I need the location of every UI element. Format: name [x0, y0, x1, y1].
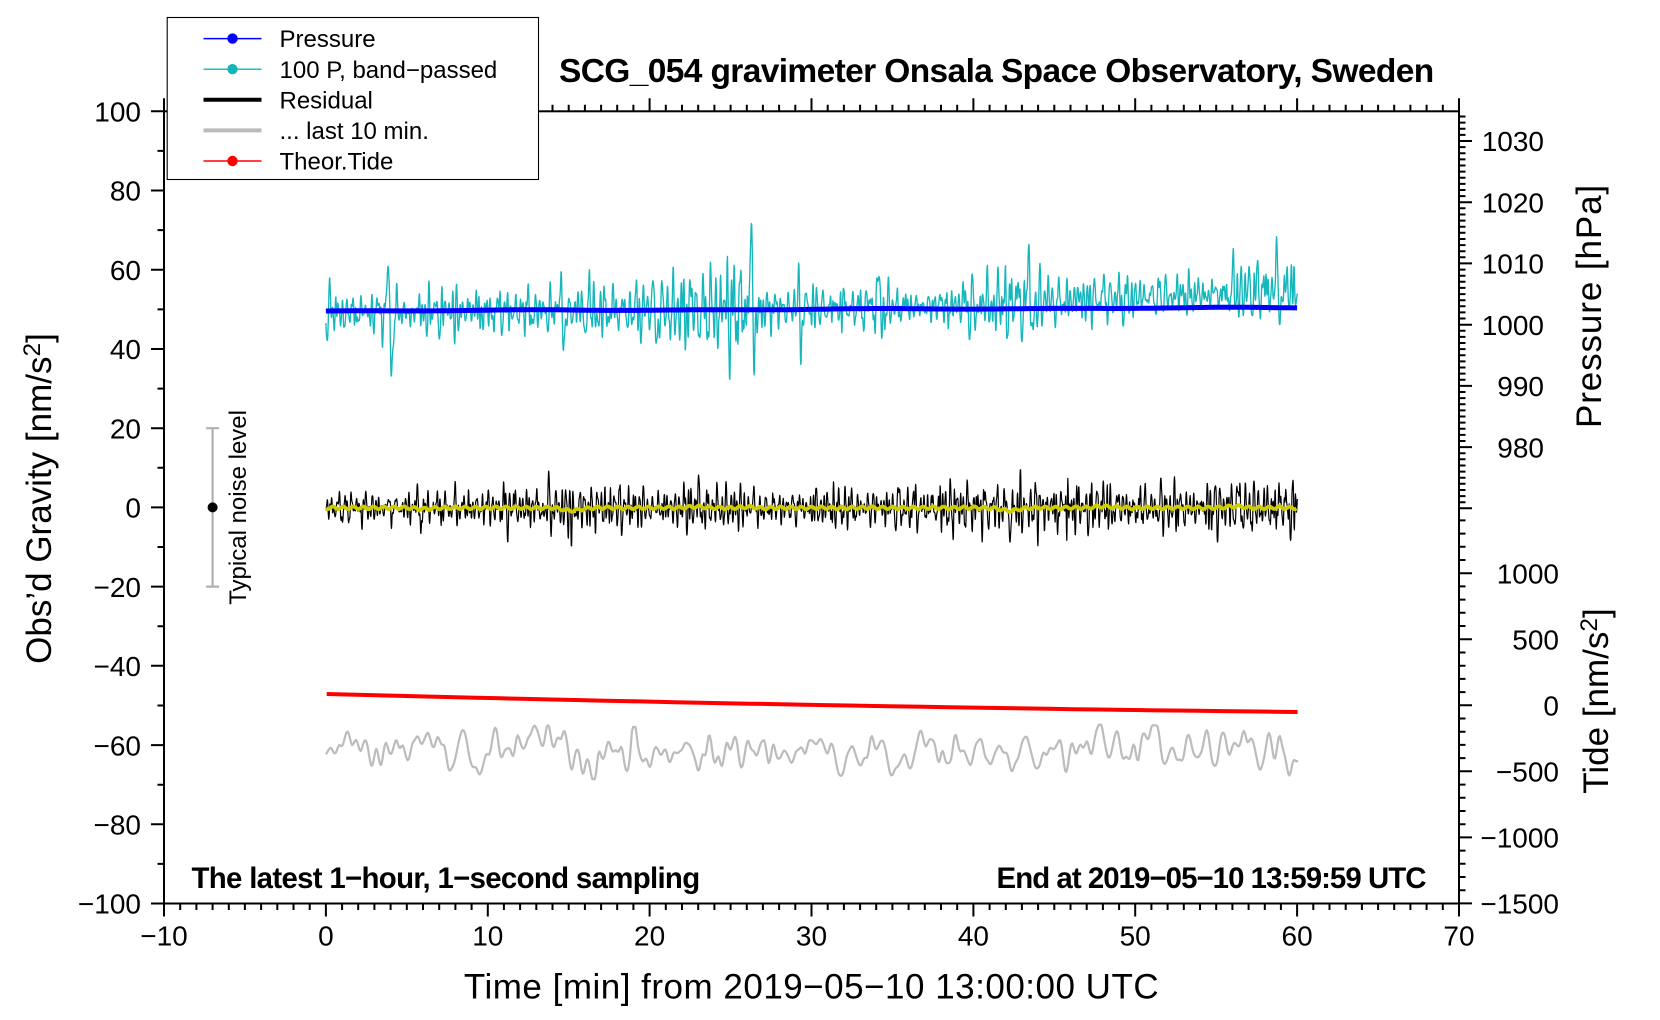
svg-text:Typical noise level: Typical noise level	[225, 410, 252, 605]
svg-text:1000: 1000	[1482, 310, 1544, 341]
svg-text:1030: 1030	[1482, 126, 1544, 157]
svg-text:−80: −80	[94, 810, 142, 841]
svg-text:50: 50	[1120, 921, 1151, 952]
svg-text:−60: −60	[94, 730, 142, 761]
svg-text:Theor.Tide: Theor.Tide	[280, 149, 394, 176]
svg-text:60: 60	[110, 255, 141, 286]
svg-text:−20: −20	[94, 572, 142, 603]
svg-text:40: 40	[110, 334, 141, 365]
svg-text:0: 0	[125, 493, 141, 524]
svg-text:0: 0	[1543, 691, 1559, 722]
svg-text:80: 80	[110, 176, 141, 207]
svg-text:70: 70	[1443, 921, 1474, 952]
svg-text:−10: −10	[140, 921, 188, 952]
svg-text:20: 20	[634, 921, 665, 952]
svg-text:0: 0	[318, 921, 334, 952]
svg-text:The latest 1−hour, 1−second sa: The latest 1−hour, 1−second sampling	[192, 862, 700, 895]
svg-text:−100: −100	[78, 889, 141, 920]
svg-text:Obs’d Gravity [nm/s2]: Obs’d Gravity [nm/s2]	[19, 333, 59, 664]
svg-text:End at 2019−05−10 13:59:59 UTC: End at 2019−05−10 13:59:59 UTC	[997, 862, 1427, 895]
svg-text:990: 990	[1497, 371, 1544, 402]
svg-text:100: 100	[94, 97, 141, 128]
svg-text:30: 30	[796, 921, 827, 952]
svg-text:980: 980	[1497, 432, 1544, 463]
svg-text:−40: −40	[94, 651, 142, 682]
svg-text:100 P, band−passed: 100 P, band−passed	[280, 57, 498, 84]
svg-text:Tide [nm/s2]: Tide [nm/s2]	[1576, 608, 1616, 793]
svg-text:Pressure: Pressure	[280, 26, 376, 53]
svg-text:1020: 1020	[1482, 187, 1544, 218]
svg-text:−1000: −1000	[1480, 823, 1559, 854]
svg-text:60: 60	[1282, 921, 1313, 952]
svg-text:1010: 1010	[1482, 249, 1544, 280]
svg-text:−1500: −1500	[1480, 889, 1559, 920]
svg-text:10: 10	[472, 921, 503, 952]
svg-text:20: 20	[110, 413, 141, 444]
svg-text:−500: −500	[1496, 757, 1559, 788]
svg-text:1000: 1000	[1497, 558, 1559, 589]
svg-text:... last 10 min.: ... last 10 min.	[280, 118, 429, 145]
svg-text:40: 40	[958, 921, 989, 952]
svg-text:Pressure [hPa]: Pressure [hPa]	[1570, 184, 1609, 428]
svg-text:Residual: Residual	[280, 87, 373, 114]
svg-text:SCG_054 gravimeter Onsala Spac: SCG_054 gravimeter Onsala Space Observat…	[559, 53, 1434, 90]
svg-text:500: 500	[1512, 625, 1559, 656]
svg-text:Time [min] from 2019−05−10 13:: Time [min] from 2019−05−10 13:00:00 UTC	[464, 968, 1159, 1007]
